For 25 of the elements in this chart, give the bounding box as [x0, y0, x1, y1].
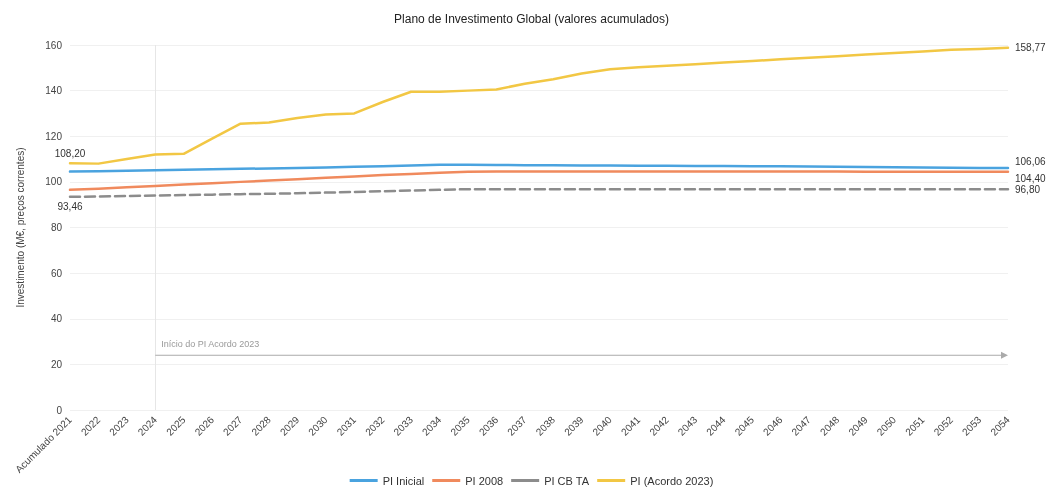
- legend-label: PI (Acordo 2023): [630, 474, 714, 487]
- data-label: 104,40: [1015, 173, 1047, 185]
- y-tick-label: 60: [50, 267, 63, 279]
- data-label: 108,20: [54, 147, 86, 159]
- legend-label: PI Inicial: [382, 474, 425, 487]
- y-tick-label: 160: [45, 39, 63, 51]
- legend-label: PI CB TA: [544, 474, 590, 487]
- y-tick-label: 80: [50, 222, 63, 233]
- line-series: [68, 163, 1010, 173]
- data-label: 158,77: [1015, 42, 1047, 54]
- data-label: 93,46: [57, 201, 83, 213]
- y-tick-label: 100: [45, 176, 63, 188]
- y-axis-title: Investimento (M€, preços correntes): [14, 147, 26, 308]
- legend-label: PI 2008: [465, 474, 504, 487]
- line-series: [68, 170, 1010, 192]
- data-label: 106,06: [1015, 155, 1047, 167]
- data-label: 96,80: [1015, 183, 1041, 195]
- annotation: Início do PI Acordo 2023: [161, 339, 260, 350]
- chart-title: Plano de Investimento Global (valores acumulados): [394, 12, 669, 26]
- y-tick-label: 120: [45, 130, 63, 142]
- y-tick-label: 20: [50, 358, 63, 370]
- y-tick-label: 40: [50, 313, 63, 325]
- line-series: [68, 187, 1010, 199]
- y-tick-label: 0: [56, 404, 63, 416]
- y-tick-label: 140: [45, 85, 63, 97]
